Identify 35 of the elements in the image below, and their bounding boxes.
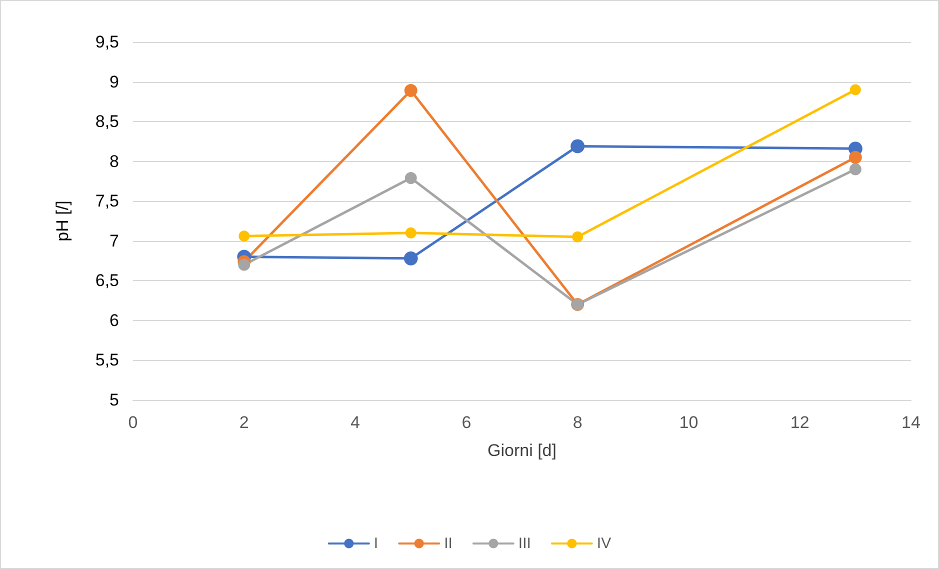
point [849,163,862,176]
legend-label: I [374,535,378,552]
x-tick-label: 10 [679,413,698,432]
legend-label: IV [596,535,612,552]
x-tick-label: 14 [902,413,920,432]
point [848,150,862,164]
y-axis-title: pH [/] [53,200,72,242]
legend-label: III [518,535,531,552]
y-tick-label: 5 [110,390,119,410]
y-tick-label: 6 [110,310,119,330]
legend-label: II [444,535,452,552]
y-tick-label: 6,5 [95,271,119,290]
y-tick-label: 8,5 [95,112,119,132]
y-tick-label: 5,5 [95,350,119,370]
point [404,251,418,266]
y-tick-label: 7 [110,231,119,250]
point [405,227,416,238]
x-axis-title: Giorni [d] [488,441,556,460]
x-tick-label: 4 [350,413,360,432]
point [238,258,250,271]
point [572,231,584,242]
x-tick-label: 0 [128,413,138,432]
y-tick-label: 9 [110,72,119,92]
point [850,84,861,96]
point [404,172,417,184]
y-tick-label: 7,5 [95,192,119,211]
point [238,230,250,242]
point [570,139,585,154]
x-tick-label: 12 [790,413,810,432]
x-tick-label: 6 [462,413,472,432]
point [404,84,418,98]
x-tick-label: 8 [572,413,582,432]
y-tick-label: 9,5 [95,32,119,52]
y-tick-label: 8 [110,152,119,171]
x-tick-label: 2 [239,413,249,432]
